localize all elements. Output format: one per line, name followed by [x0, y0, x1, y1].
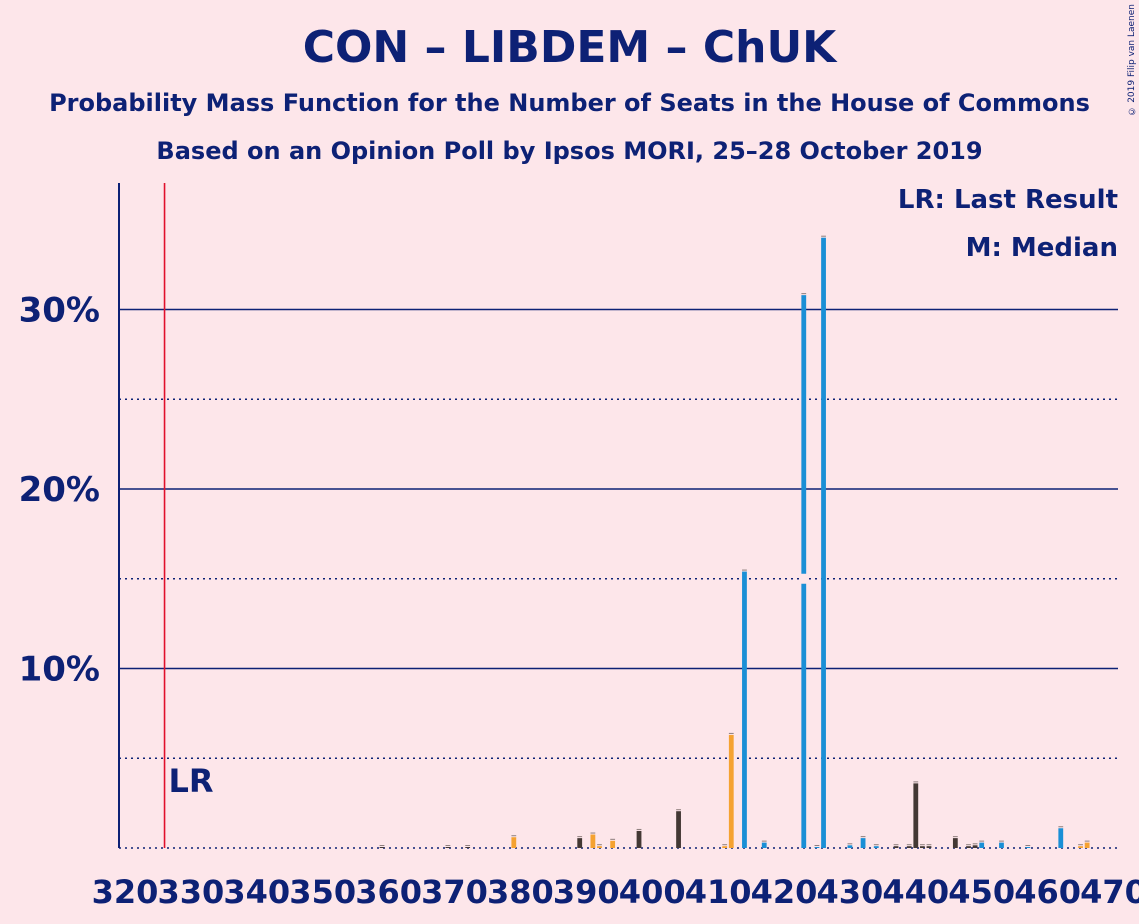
last-result-label: LR: [169, 762, 214, 800]
bar-437: [893, 846, 899, 848]
x-tick-label: 370: [421, 873, 488, 911]
bar-372: [465, 847, 471, 848]
x-tick-label: 400: [619, 873, 686, 911]
bar-cap-440: [913, 781, 919, 783]
bar-cap-450: [979, 840, 985, 842]
y-tick-label: 20%: [19, 470, 100, 510]
bar-394: [610, 840, 616, 848]
bar-cap-439: [906, 844, 912, 846]
x-tick-label: 420: [751, 873, 818, 911]
bar-457: [1025, 847, 1031, 848]
bar-cap-411: [722, 844, 728, 846]
x-tick-label: 320: [92, 873, 159, 911]
bar-448: [966, 846, 971, 848]
bar-391: [590, 834, 596, 848]
x-tick-label: 430: [817, 873, 884, 911]
bar-cap-446: [952, 836, 958, 838]
x-tick-label: 440: [882, 873, 949, 911]
median-marker: [799, 573, 808, 584]
bar-cap-372: [465, 845, 471, 846]
grid-lines: [119, 308, 1118, 849]
bar-426: [821, 237, 826, 848]
bar-434: [873, 846, 879, 848]
legend-last-result: LR: Last Result: [897, 185, 1118, 215]
bar-404: [676, 811, 681, 848]
bar-439: [906, 846, 912, 848]
x-tick-label: 350: [289, 873, 356, 911]
bar-359: [379, 847, 385, 848]
legend-median: M: Median: [965, 233, 1118, 263]
bar-cap-457: [1025, 845, 1031, 846]
bar-450: [979, 842, 985, 848]
bar-cap-389: [577, 836, 583, 838]
x-tick-label: 390: [553, 873, 620, 911]
bar-cap-391: [590, 832, 596, 834]
bar-cap-465: [1078, 844, 1083, 846]
x-tick-label: 470: [1080, 873, 1139, 911]
bar-cap-425: [814, 845, 820, 846]
bar-cap-404: [676, 809, 681, 811]
bar-cap-453: [999, 840, 1004, 842]
bar-432: [860, 838, 866, 848]
bar-cap-414: [742, 569, 747, 571]
bar-412: [728, 734, 734, 848]
x-tick-label: 330: [158, 873, 225, 911]
x-tick-label: 450: [948, 873, 1015, 911]
bar-379: [511, 837, 517, 848]
overlay-group: LR: [163, 183, 808, 848]
bar-423: [801, 295, 807, 848]
bar-398: [636, 830, 642, 848]
bar-389: [577, 838, 583, 848]
bar-cap-379: [511, 835, 517, 837]
bar-cap-437: [893, 844, 899, 846]
bar-466: [1084, 842, 1090, 848]
chart-subtitle-source: Based on an Opinion Poll by Ipsos MORI, …: [156, 137, 983, 165]
bar-417: [761, 842, 767, 848]
bar-cap-442: [926, 844, 932, 846]
bar-cap-434: [873, 844, 879, 846]
bar-cap-394: [610, 838, 616, 840]
bar-441: [919, 846, 925, 848]
bar-cap-392: [597, 844, 602, 846]
x-tick-label: 410: [685, 873, 752, 911]
x-tick-label: 340: [223, 873, 290, 911]
bar-425: [814, 847, 820, 848]
bar-cap-430: [847, 843, 853, 845]
bar-442: [926, 846, 932, 848]
bars-group: [379, 235, 1090, 848]
bar-453: [999, 842, 1004, 848]
bar-369: [445, 847, 451, 848]
bar-cap-369: [445, 845, 451, 846]
bar-465: [1078, 846, 1083, 848]
x-tick-label: 460: [1014, 873, 1081, 911]
bar-cap-423: [801, 293, 807, 295]
x-tick-label: 360: [355, 873, 422, 911]
bar-392: [597, 846, 602, 848]
bar-cap-462: [1058, 826, 1064, 828]
y-tick-label: 10%: [19, 650, 100, 690]
bar-cap-432: [860, 836, 866, 838]
bar-440: [913, 783, 919, 848]
chart-title: CON – LIBDEM – ChUK: [302, 22, 837, 73]
bar-414: [742, 571, 747, 848]
bar-cap-449: [972, 843, 978, 845]
bar-430: [847, 845, 853, 848]
bar-411: [722, 846, 728, 848]
axes-group: 10%20%30%320 330 340 350 360 370 380 390 400 410 4…: [19, 183, 1139, 911]
bar-cap-426: [821, 235, 826, 237]
bar-cap-412: [728, 732, 734, 734]
bar-cap-398: [636, 828, 642, 830]
bar-449: [972, 845, 978, 848]
bar-462: [1058, 828, 1064, 848]
bar-cap-359: [379, 845, 385, 846]
bar-cap-441: [919, 844, 925, 846]
chart-subtitle: Probability Mass Function for the Number…: [49, 89, 1090, 117]
bar-cap-417: [761, 840, 767, 842]
bar-cap-448: [966, 844, 971, 846]
y-tick-label: 30%: [19, 291, 100, 331]
bar-cap-466: [1084, 840, 1090, 842]
bar-446: [952, 838, 958, 848]
x-tick-label: 380: [487, 873, 554, 911]
